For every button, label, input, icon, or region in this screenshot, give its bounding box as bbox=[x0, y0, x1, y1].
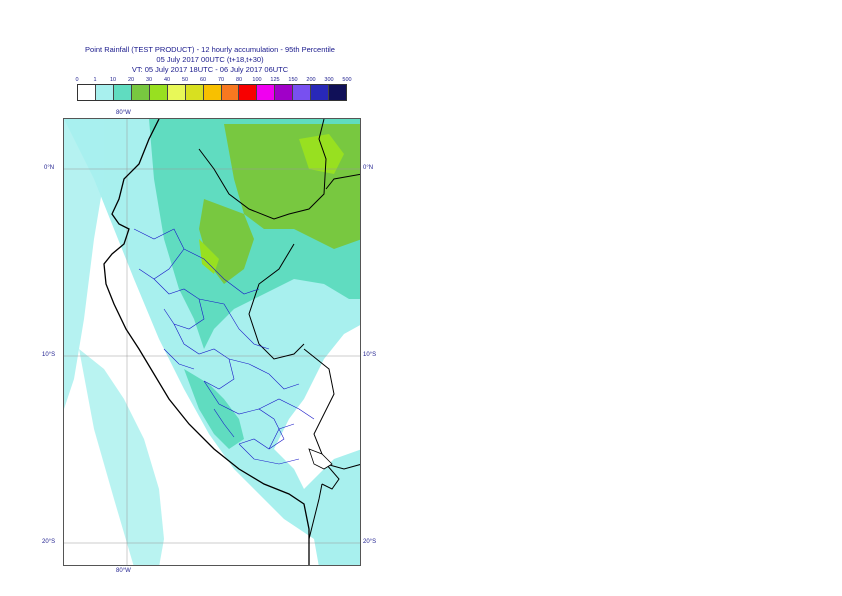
legend-threshold-label: 0 bbox=[75, 77, 79, 83]
legend-threshold-label: 70 bbox=[217, 77, 225, 83]
coastline bbox=[103, 119, 310, 565]
legend-swatch bbox=[329, 85, 347, 100]
legend-threshold-label: 50 bbox=[181, 77, 189, 83]
legend-swatch bbox=[239, 85, 258, 100]
border-colombia-ecuador bbox=[198, 119, 327, 220]
border-bolivia-brazil bbox=[325, 463, 360, 470]
legend-threshold-label: 125 bbox=[270, 77, 280, 83]
map-title: Point Rainfall (TEST PRODUCT) - 12 hourl… bbox=[85, 45, 335, 54]
lat-label-left-0N: 0°N bbox=[44, 165, 55, 171]
legend-threshold-label: 10 bbox=[109, 77, 117, 83]
legend-swatch bbox=[311, 85, 330, 100]
legend-swatch bbox=[113, 85, 132, 100]
legend-threshold-label: 200 bbox=[306, 77, 316, 83]
legend-threshold-label: 500 bbox=[342, 77, 352, 83]
legend-swatch bbox=[257, 85, 276, 100]
legend-swatch bbox=[293, 85, 312, 100]
border-brazil-north bbox=[325, 173, 360, 190]
legend-swatch bbox=[203, 85, 222, 100]
lat-label-right-0N: 0°N bbox=[363, 165, 374, 171]
rain-area-bright-green-ne bbox=[299, 134, 344, 174]
map-run-time: 05 July 2017 00UTC (t+18,t+30) bbox=[156, 55, 264, 64]
legend-threshold-label: 80 bbox=[235, 77, 243, 83]
legend-threshold-label: 40 bbox=[163, 77, 171, 83]
rain-area-ocean-south bbox=[79, 349, 164, 565]
legend-threshold-label: 30 bbox=[145, 77, 153, 83]
color-legend-bar bbox=[77, 84, 347, 101]
lake-titicaca bbox=[308, 448, 333, 470]
lat-label-right-10S: 10°S bbox=[363, 352, 377, 358]
legend-swatch bbox=[185, 85, 204, 100]
legend-threshold-label: 150 bbox=[288, 77, 298, 83]
legend-swatch bbox=[275, 85, 294, 100]
lon-label-bottom: 80°W bbox=[116, 568, 131, 574]
map-canvas bbox=[64, 119, 360, 565]
legend-swatch bbox=[78, 85, 96, 100]
legend-swatch bbox=[167, 85, 186, 100]
legend-threshold-label: 100 bbox=[252, 77, 262, 83]
lat-label-left-20S: 20°S bbox=[42, 539, 56, 545]
legend-threshold-label: 20 bbox=[127, 77, 135, 83]
lat-label-left-10S: 10°S bbox=[42, 352, 56, 358]
border-peru-brazil bbox=[248, 243, 305, 360]
lon-label-top: 80°W bbox=[116, 110, 131, 116]
legend-swatch bbox=[95, 85, 114, 100]
map-valid-time: VT: 05 July 2017 18UTC - 06 July 2017 06… bbox=[131, 65, 289, 74]
legend-swatch bbox=[221, 85, 240, 100]
legend-threshold-label: 60 bbox=[199, 77, 207, 83]
legend-threshold-label: 300 bbox=[324, 77, 334, 83]
legend-threshold-label: 1 bbox=[93, 77, 97, 83]
rain-area-ocean-north bbox=[64, 119, 104, 409]
border-chile-bolivia bbox=[308, 483, 323, 540]
border-peru-bolivia bbox=[303, 348, 340, 490]
rainfall-map bbox=[63, 118, 361, 566]
legend-swatch bbox=[149, 85, 168, 100]
legend-swatch bbox=[131, 85, 150, 100]
regional-borders bbox=[133, 228, 315, 465]
rain-area-bright-green bbox=[199, 239, 219, 274]
lat-label-right-20S: 20°S bbox=[363, 539, 377, 545]
